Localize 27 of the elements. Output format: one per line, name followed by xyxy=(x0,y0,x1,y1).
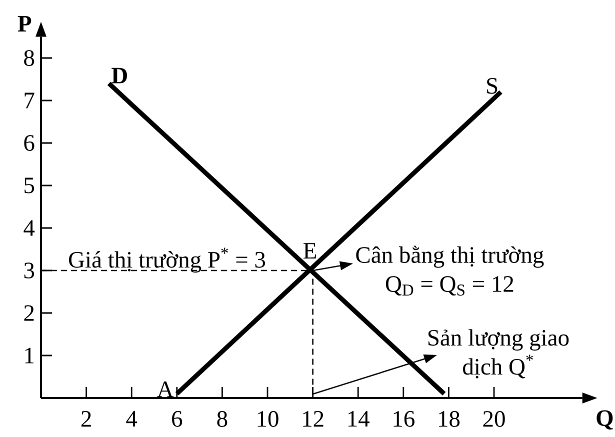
y-tick-label: 3 xyxy=(24,262,34,278)
y-tick-label: 7 xyxy=(24,92,34,108)
x-tick-label: 18 xyxy=(439,411,460,427)
y-tick-label: 8 xyxy=(24,50,34,66)
x-tick-label: 2 xyxy=(81,411,91,427)
y-tick-label: 6 xyxy=(24,135,34,151)
x-tick-label: 16 xyxy=(394,411,414,427)
y-tick-label: 4 xyxy=(24,220,35,236)
x-tick-label: 4 xyxy=(126,411,138,426)
annotation: Sản lượng giao dịch Q$^{*}$ xyxy=(428,329,569,378)
annotation: Cân bằng thị trường Q$_{D}$ = Q$_{S}$ = 12 xyxy=(356,246,544,296)
series-label: S xyxy=(487,78,498,94)
annotation: Giá thị trường P$^{*}$ = 3 xyxy=(68,248,266,273)
annotation: E xyxy=(304,243,316,258)
x-tick-label: 20 xyxy=(483,411,505,427)
annotation: A xyxy=(157,381,174,397)
x-axis-title: Q xyxy=(596,410,613,430)
x-tick-label: 12 xyxy=(303,411,324,427)
x-tick-label: 8 xyxy=(217,411,228,427)
y-axis-title: P xyxy=(18,16,32,32)
x-tick-label: 14 xyxy=(348,411,370,427)
y-tick-label: 2 xyxy=(24,305,34,321)
series-label: D xyxy=(112,68,127,84)
x-tick-label: 10 xyxy=(258,411,278,427)
y-tick-label: 5 xyxy=(24,178,34,194)
x-tick-label: 6 xyxy=(172,411,182,427)
y-tick-label: 1 xyxy=(25,348,34,364)
